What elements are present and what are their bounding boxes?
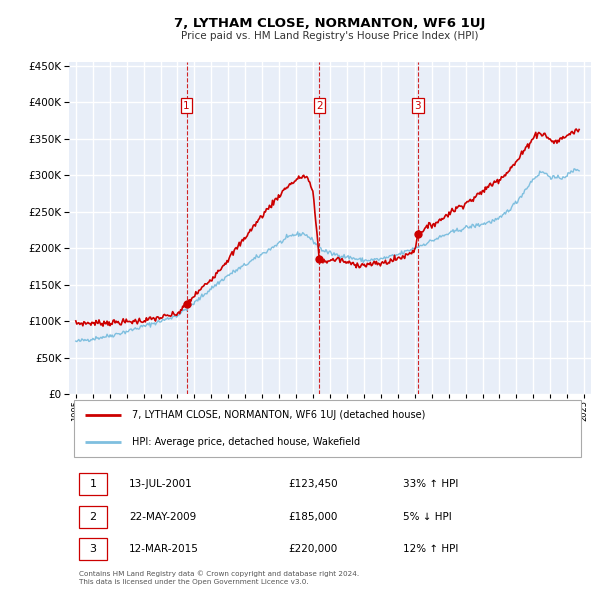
Text: 5% ↓ HPI: 5% ↓ HPI bbox=[403, 512, 452, 522]
Bar bbox=[79, 474, 107, 496]
Bar bbox=[79, 538, 107, 560]
Text: 2: 2 bbox=[89, 512, 97, 522]
Text: 7, LYTHAM CLOSE, NORMANTON, WF6 1UJ: 7, LYTHAM CLOSE, NORMANTON, WF6 1UJ bbox=[175, 17, 485, 30]
Text: 1: 1 bbox=[184, 101, 190, 111]
Text: 3: 3 bbox=[415, 101, 421, 111]
Text: £220,000: £220,000 bbox=[288, 544, 337, 554]
Text: £185,000: £185,000 bbox=[288, 512, 338, 522]
Text: 3: 3 bbox=[89, 544, 97, 554]
Text: £123,450: £123,450 bbox=[288, 480, 338, 490]
Text: 12-MAR-2015: 12-MAR-2015 bbox=[129, 544, 199, 554]
Text: 22-MAY-2009: 22-MAY-2009 bbox=[129, 512, 196, 522]
Text: 33% ↑ HPI: 33% ↑ HPI bbox=[403, 480, 458, 490]
Text: Price paid vs. HM Land Registry's House Price Index (HPI): Price paid vs. HM Land Registry's House … bbox=[181, 31, 479, 41]
Text: 12% ↑ HPI: 12% ↑ HPI bbox=[403, 544, 458, 554]
Text: Contains HM Land Registry data © Crown copyright and database right 2024.: Contains HM Land Registry data © Crown c… bbox=[79, 571, 359, 577]
Text: 2: 2 bbox=[316, 101, 323, 111]
Text: 7, LYTHAM CLOSE, NORMANTON, WF6 1UJ (detached house): 7, LYTHAM CLOSE, NORMANTON, WF6 1UJ (det… bbox=[131, 410, 425, 420]
Bar bbox=[79, 506, 107, 527]
Text: HPI: Average price, detached house, Wakefield: HPI: Average price, detached house, Wake… bbox=[131, 437, 360, 447]
Text: This data is licensed under the Open Government Licence v3.0.: This data is licensed under the Open Gov… bbox=[79, 579, 309, 585]
Bar bbox=[74, 400, 581, 457]
Text: 13-JUL-2001: 13-JUL-2001 bbox=[129, 480, 193, 490]
Text: 1: 1 bbox=[89, 480, 97, 490]
